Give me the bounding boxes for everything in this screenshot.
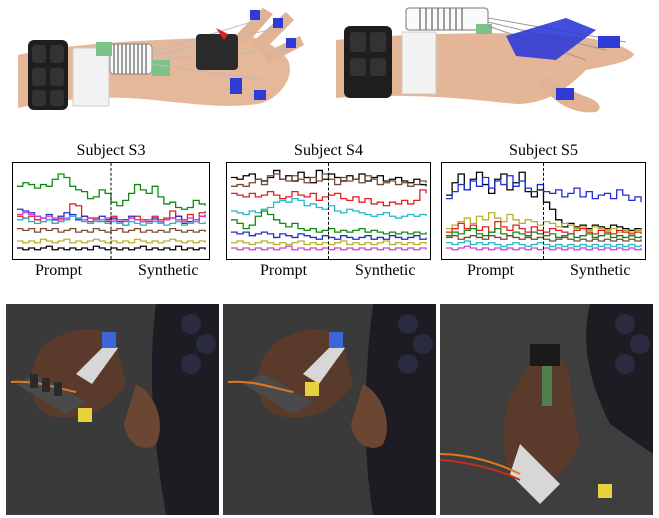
xlabel-synthetic-s5: Synthetic [570, 262, 631, 279]
series-line-0 [445, 171, 642, 232]
series-line-0 [16, 173, 206, 210]
series-line-7 [230, 245, 427, 251]
series-line-5 [16, 227, 206, 233]
series-line-6 [16, 238, 206, 244]
grasp-frame-2 [223, 304, 436, 515]
series-line-1 [445, 175, 642, 203]
series-line-4 [16, 215, 206, 226]
xlabel-prompt-s3: Prompt [35, 262, 83, 279]
series-line-4 [445, 227, 642, 239]
xlabel-synthetic-s3: Synthetic [138, 262, 199, 279]
series-line-6 [230, 240, 427, 246]
grasp-frame-1 [6, 304, 219, 515]
chart-plot-s3 [12, 162, 210, 260]
grasp-frame-3 [440, 304, 653, 515]
xlabel-synthetic-s4: Synthetic [355, 262, 416, 279]
series-line-2 [445, 212, 642, 233]
series-line-3 [230, 198, 427, 219]
chart-title-s3: Subject S3 [76, 142, 146, 159]
chart-title-s5: Subject S5 [509, 142, 578, 159]
glove-side-view [336, 0, 638, 125]
xlabel-prompt-s5: Prompt [467, 262, 515, 279]
chart-title-s4: Subject S4 [294, 142, 363, 159]
series-line-6 [445, 240, 642, 247]
glove-top-view [18, 0, 311, 125]
xlabel-prompt-s4: Prompt [260, 262, 308, 279]
chart-plot-s4 [226, 162, 431, 260]
chart-plot-s5 [441, 162, 646, 260]
